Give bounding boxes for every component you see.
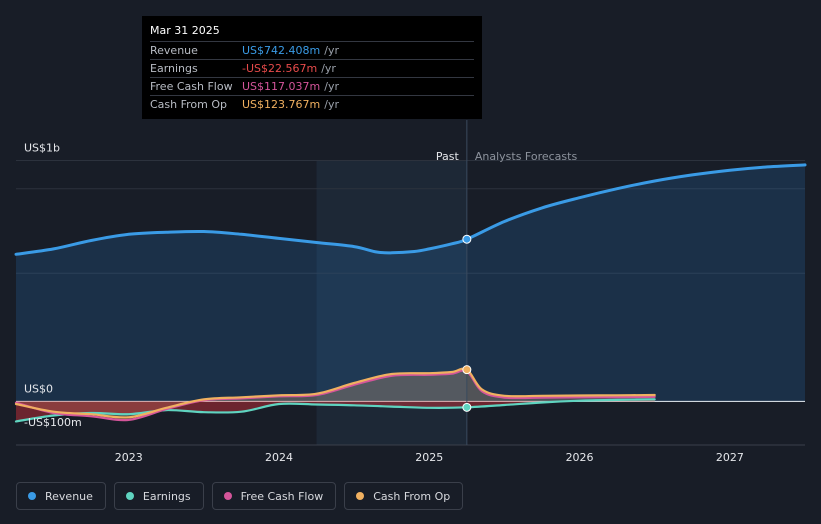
y-axis-labels: US$1b US$0 -US$100m (24, 142, 82, 429)
legend-item-cash-from-op[interactable]: Cash From Op (344, 482, 464, 510)
tooltip-value: US$742.408m (242, 44, 321, 57)
legend-item-free-cash-flow[interactable]: Free Cash Flow (211, 482, 337, 510)
tooltip-row: Revenue US$742.408m/yr (150, 41, 474, 59)
legend-dot-icon (223, 492, 232, 500)
hover-tooltip: Mar 31 2025 Revenue US$742.408m/yr Earning… (142, 16, 482, 119)
tooltip-date: Mar 31 2025 (150, 24, 220, 37)
tooltip-label: Earnings (150, 62, 198, 75)
tooltip-label: Free Cash Flow (150, 80, 233, 93)
x-tick-label: 2023 (115, 451, 143, 464)
tooltip-label: Revenue (150, 44, 198, 57)
legend-item-earnings[interactable]: Earnings (113, 482, 204, 510)
marker-cash-from-op (462, 365, 472, 375)
tooltip-value: US$117.037m (242, 80, 321, 93)
x-tick-label: 2025 (415, 451, 443, 464)
legend-item-revenue[interactable]: Revenue (16, 482, 106, 510)
y-tick-label: US$1b (24, 142, 60, 155)
tooltip-unit: /yr (324, 98, 339, 111)
x-tick-label: 2026 (566, 451, 594, 464)
past-label: Past (436, 150, 460, 163)
series-lines (14, 163, 807, 423)
tooltip-row: Earnings -US$22.567m/yr (150, 59, 474, 77)
tooltip-rows: Revenue US$742.408m/yr Earnings -US$22.567m… (150, 41, 474, 113)
series-line-revenue (14, 163, 807, 256)
tooltip-value: US$123.767m (242, 98, 321, 111)
legend-label: Cash From Op (373, 489, 451, 503)
marker-earnings (462, 402, 472, 412)
chart-canvas: US$1b US$0 -US$100m 2023 2024 2025 2026 2027 P… (14, 120, 807, 464)
legend-dot-icon (125, 492, 134, 500)
tooltip-row: Free Cash Flow US$117.037m/yr (150, 77, 474, 95)
legend: Revenue Earnings Free Cash Flow Cash From O… (16, 482, 464, 510)
tooltip-row: Cash From Op US$123.767m/yr (150, 95, 474, 113)
forecast-label: Analysts Forecasts (475, 150, 578, 163)
tooltip-unit: /yr (324, 44, 339, 57)
tooltip-unit: /yr (321, 62, 336, 75)
hover-markers (462, 234, 472, 412)
legend-label: Free Cash Flow (240, 489, 324, 503)
legend-label: Earnings (142, 489, 191, 503)
tooltip-label: Cash From Op (150, 98, 228, 111)
legend-dot-icon (28, 492, 36, 500)
tooltip-value: -US$22.567m (242, 62, 318, 75)
series-line-free-cash-flow (14, 369, 656, 422)
past-highlight-band (316, 160, 467, 445)
series-line-earnings (14, 398, 656, 423)
marker-revenue (462, 234, 472, 244)
x-tick-label: 2027 (716, 451, 744, 464)
series-line-cash-from-op (14, 367, 656, 419)
y-tick-label: -US$100m (24, 416, 82, 429)
grid-lines (16, 160, 805, 446)
legend-label: Revenue (45, 489, 93, 503)
x-tick-label: 2024 (265, 451, 293, 464)
y-tick-label: US$0 (24, 382, 53, 395)
x-axis-labels: 2023 2024 2025 2026 2027 (115, 451, 744, 464)
revenue-area-fill (16, 164, 805, 402)
tooltip-unit: /yr (324, 80, 339, 93)
legend-dot-icon (356, 492, 365, 500)
